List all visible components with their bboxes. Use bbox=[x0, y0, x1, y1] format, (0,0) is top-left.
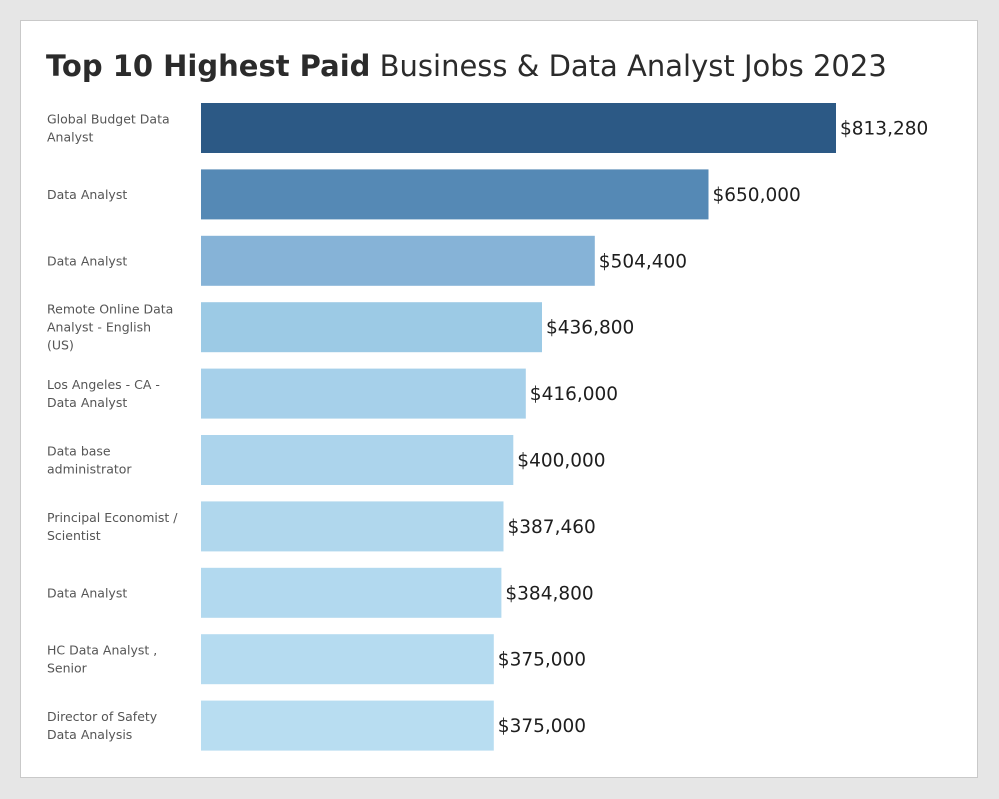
value-label: $384,800 bbox=[505, 583, 593, 604]
bar bbox=[201, 501, 504, 552]
category-label: HC Data Analyst , Senior bbox=[47, 643, 157, 676]
bar bbox=[201, 235, 595, 286]
bar bbox=[201, 634, 494, 685]
category-label: Data Analyst bbox=[47, 585, 127, 600]
value-label: $400,000 bbox=[517, 451, 605, 472]
category-label: Remote Online Data Analyst - English (US) bbox=[47, 302, 173, 353]
bar bbox=[201, 368, 526, 419]
category-label: Principal Economist / Scientist bbox=[47, 510, 178, 543]
value-label: $416,000 bbox=[530, 384, 618, 405]
value-label: $375,000 bbox=[498, 716, 586, 737]
bar bbox=[201, 302, 542, 353]
chart-title-regular: Business & Data Analyst Jobs 2023 bbox=[379, 49, 887, 83]
value-label: $650,000 bbox=[713, 185, 801, 206]
category-label: Los Angeles - CA -Data Analyst bbox=[47, 377, 160, 410]
value-label: $387,460 bbox=[508, 517, 596, 538]
bar bbox=[201, 567, 502, 618]
bar bbox=[201, 435, 514, 485]
category-label: Director of Safety Data Analysis bbox=[47, 709, 158, 742]
category-label: Data base administrator bbox=[47, 444, 132, 477]
chart-title-bold: Top 10 Highest Paid bbox=[46, 49, 371, 83]
bar-chart: $813,280 Global Budget Data Analyst $650,00… bbox=[47, 103, 928, 751]
category-label: Data Analyst bbox=[47, 253, 127, 268]
value-label: $436,800 bbox=[546, 318, 634, 339]
bar bbox=[201, 700, 494, 751]
chart-title: Top 10 Highest Paid Business & Data Anal… bbox=[46, 49, 887, 83]
chart-card: Top 10 Highest Paid Business & Data Anal… bbox=[20, 20, 978, 778]
bar bbox=[201, 103, 836, 153]
bar bbox=[201, 169, 709, 220]
category-label: Data Analyst bbox=[47, 187, 127, 202]
value-label: $504,400 bbox=[599, 251, 687, 272]
category-label: Global Budget Data Analyst bbox=[47, 112, 170, 145]
value-label: $813,280 bbox=[840, 119, 928, 140]
value-label: $375,000 bbox=[498, 650, 586, 671]
